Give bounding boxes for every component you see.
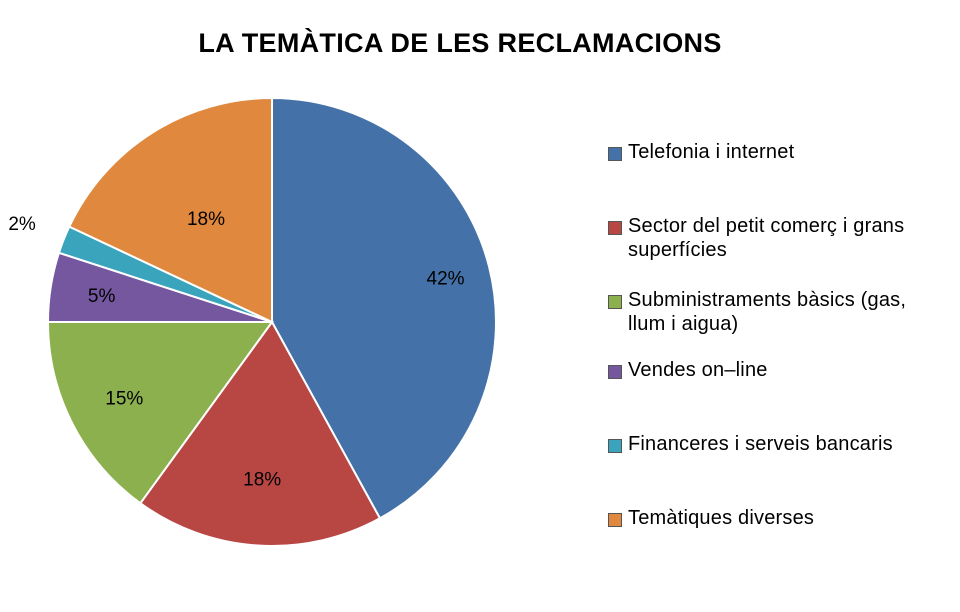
- legend-label: Vendes on–line: [628, 359, 768, 381]
- pie-slice-label-4: 2%: [8, 214, 36, 235]
- legend-item-1: Sector del petit comerç i grans superfíc…: [608, 214, 948, 262]
- legend: Telefonia i internet Sector del petit com…: [608, 0, 958, 612]
- legend-label: Subministraments bàsics (gas, llum i aig…: [628, 289, 907, 335]
- legend-item-5: Temàtiques diverses: [608, 506, 948, 530]
- legend-item-4: Financeres i serveis bancaris: [608, 432, 948, 456]
- legend-item-3: Vendes on–line: [608, 358, 948, 382]
- legend-swatch: [608, 513, 622, 527]
- pie-slice-label-1: 18%: [243, 469, 281, 490]
- legend-swatch: [608, 295, 622, 309]
- legend-label: Financeres i serveis bancaris: [628, 433, 893, 455]
- legend-label: Sector del petit comerç i grans superfíc…: [628, 215, 905, 261]
- legend-label: Temàtiques diverses: [628, 507, 815, 529]
- legend-swatch: [608, 221, 622, 235]
- pie-slice-label-3: 5%: [88, 286, 116, 307]
- pie-slice-label-2: 15%: [105, 388, 143, 409]
- pie-slice-label-5: 18%: [187, 209, 225, 230]
- legend-swatch: [608, 439, 622, 453]
- pie-chart: 42% 18% 15% 5% 2% 18%: [8, 96, 497, 547]
- chart-title: LA TEMÀTICA DE LES RECLAMACIONS: [198, 28, 722, 58]
- legend-swatch: [608, 365, 622, 379]
- legend-item-2: Subministraments bàsics (gas, llum i aig…: [608, 288, 948, 336]
- legend-label: Telefonia i internet: [628, 141, 795, 163]
- legend-swatch: [608, 147, 622, 161]
- pie-slice-label-0: 42%: [427, 268, 465, 289]
- legend-item-0: Telefonia i internet: [608, 140, 948, 164]
